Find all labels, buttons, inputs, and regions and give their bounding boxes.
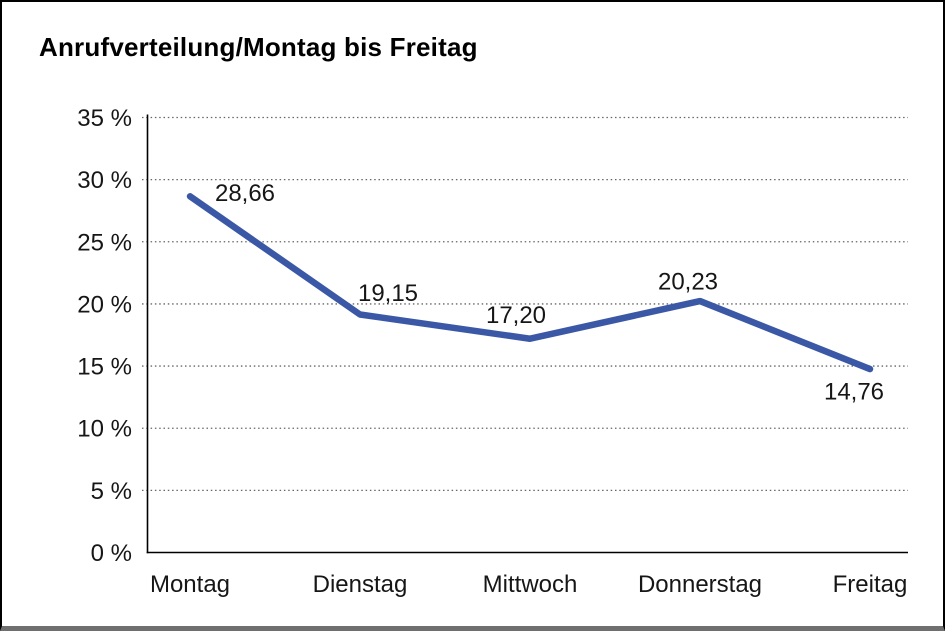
y-tick-label: 30 % [77, 167, 132, 194]
x-tick-label: Dienstag [313, 571, 408, 598]
y-tick-label: 0 % [91, 540, 132, 567]
series-line [186, 193, 874, 373]
y-tick-label: 35 % [77, 105, 132, 132]
y-tick-label: 25 % [77, 229, 132, 256]
x-tick-label: Montag [150, 571, 230, 598]
x-tick-label: Freitag [833, 571, 908, 598]
y-tick-label: 15 % [77, 354, 132, 381]
y-tick-label: 5 % [91, 478, 132, 505]
chart-title: Anrufverteilung/Montag bis Freitag [39, 32, 478, 62]
y-tick-label: 10 % [77, 416, 132, 443]
data-point-label: 19,15 [358, 280, 418, 307]
x-tick-label: Mittwoch [483, 571, 578, 598]
x-tick-label: Donnerstag [638, 571, 762, 598]
y-tick-label: 20 % [77, 291, 132, 318]
data-point-label: 17,20 [486, 302, 546, 329]
data-point-label: 20,23 [658, 269, 718, 296]
data-point-label: 28,66 [215, 180, 275, 207]
data-point-label: 14,76 [824, 379, 884, 406]
